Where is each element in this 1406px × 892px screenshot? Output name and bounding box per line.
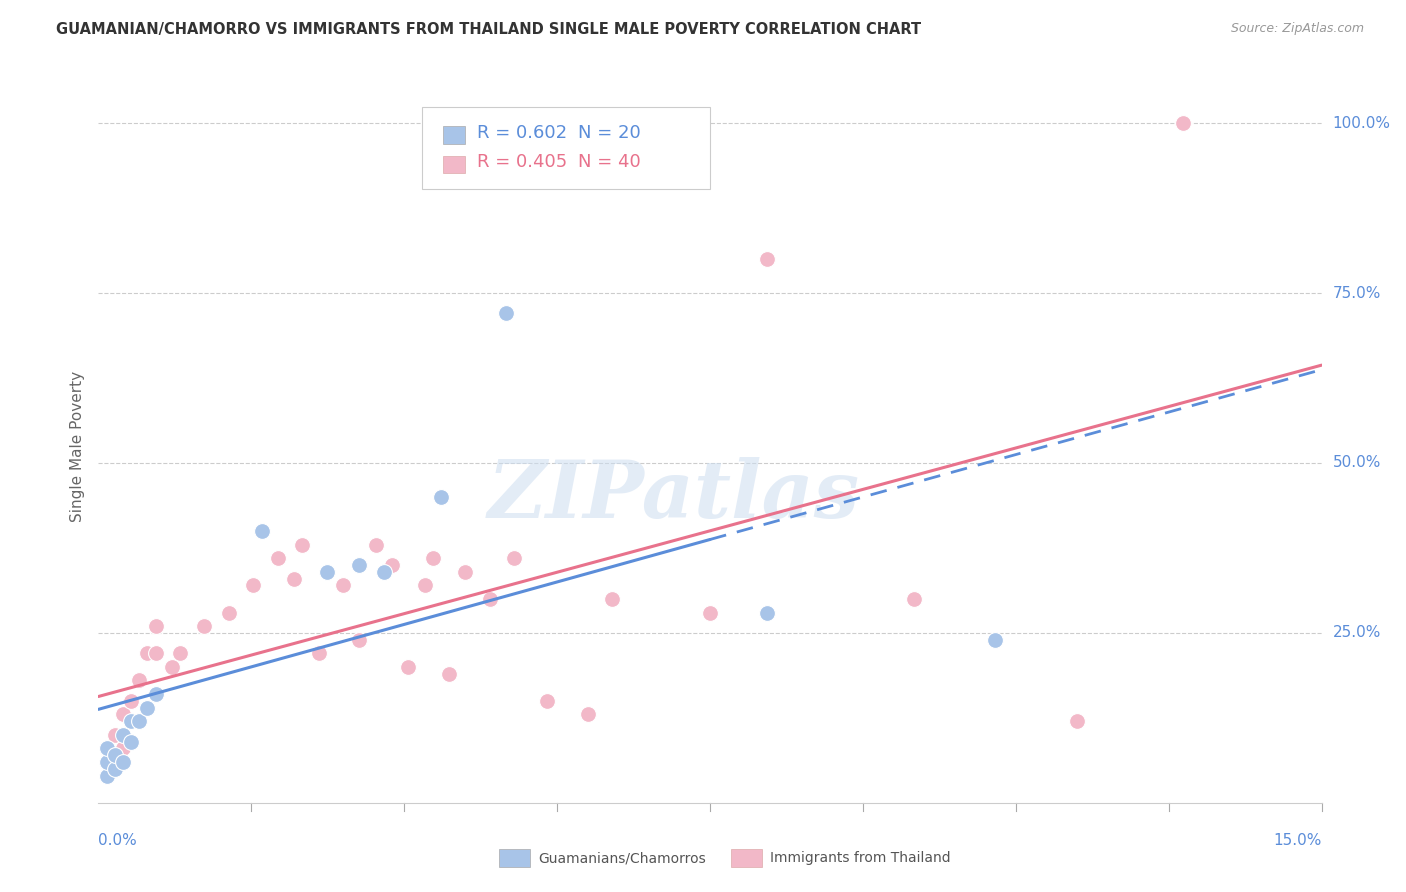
Point: [903, 591, 925, 606]
Point: [454, 565, 477, 579]
Point: [315, 565, 337, 579]
Point: [96, 769, 118, 783]
Text: 15.0%: 15.0%: [1274, 833, 1322, 848]
Point: [984, 632, 1007, 647]
Point: [104, 728, 127, 742]
Point: [422, 551, 444, 566]
Point: [536, 694, 558, 708]
Point: [283, 572, 305, 586]
Point: [96, 741, 118, 756]
Point: [96, 755, 118, 769]
Text: 100.0%: 100.0%: [1333, 116, 1391, 131]
Text: 0.0%: 0.0%: [98, 833, 138, 848]
Text: 75.0%: 75.0%: [1333, 285, 1381, 301]
Point: [169, 646, 191, 660]
Point: [120, 694, 142, 708]
Point: [699, 606, 721, 620]
Point: [576, 707, 599, 722]
Point: [291, 537, 314, 551]
Point: [430, 490, 453, 504]
Point: [120, 734, 142, 748]
Point: [193, 619, 215, 633]
Point: [96, 741, 118, 756]
Point: [218, 606, 240, 620]
Point: [104, 748, 127, 763]
Text: Source: ZipAtlas.com: Source: ZipAtlas.com: [1230, 22, 1364, 36]
Point: [128, 714, 150, 729]
Point: [495, 306, 517, 320]
Point: [478, 591, 501, 606]
Text: N = 20: N = 20: [578, 124, 641, 142]
Point: [437, 666, 460, 681]
Text: Guamanians/Chamorros: Guamanians/Chamorros: [538, 851, 706, 865]
Point: [136, 700, 159, 714]
Point: [96, 755, 118, 769]
Point: [96, 769, 118, 783]
Point: [413, 578, 436, 592]
Point: [364, 537, 387, 551]
Point: [160, 660, 183, 674]
Text: 50.0%: 50.0%: [1333, 456, 1381, 470]
Point: [111, 755, 134, 769]
Point: [600, 591, 623, 606]
Point: [128, 673, 150, 688]
Text: Immigrants from Thailand: Immigrants from Thailand: [770, 851, 950, 865]
Point: [145, 687, 167, 701]
Text: GUAMANIAN/CHAMORRO VS IMMIGRANTS FROM THAILAND SINGLE MALE POVERTY CORRELATION C: GUAMANIAN/CHAMORRO VS IMMIGRANTS FROM TH…: [56, 22, 921, 37]
Point: [145, 619, 167, 633]
Point: [349, 632, 371, 647]
Point: [308, 646, 330, 660]
Point: [111, 741, 134, 756]
Text: 25.0%: 25.0%: [1333, 625, 1381, 640]
Point: [503, 551, 526, 566]
Point: [104, 762, 127, 776]
Text: N = 40: N = 40: [578, 153, 641, 171]
Point: [267, 551, 290, 566]
Point: [111, 728, 134, 742]
Text: ZIPatlas: ZIPatlas: [488, 458, 859, 534]
Point: [250, 524, 273, 538]
Point: [381, 558, 404, 572]
Point: [136, 646, 159, 660]
Point: [756, 606, 779, 620]
Point: [373, 565, 395, 579]
Y-axis label: Single Male Poverty: Single Male Poverty: [70, 370, 86, 522]
Text: R = 0.405: R = 0.405: [477, 153, 567, 171]
Point: [111, 707, 134, 722]
Point: [349, 558, 371, 572]
Point: [396, 660, 419, 674]
Point: [756, 252, 779, 266]
Point: [1171, 116, 1194, 130]
Point: [120, 714, 142, 729]
Point: [332, 578, 354, 592]
Point: [104, 755, 127, 769]
Point: [1066, 714, 1088, 729]
Text: R = 0.602: R = 0.602: [477, 124, 567, 142]
Point: [242, 578, 264, 592]
Point: [145, 646, 167, 660]
